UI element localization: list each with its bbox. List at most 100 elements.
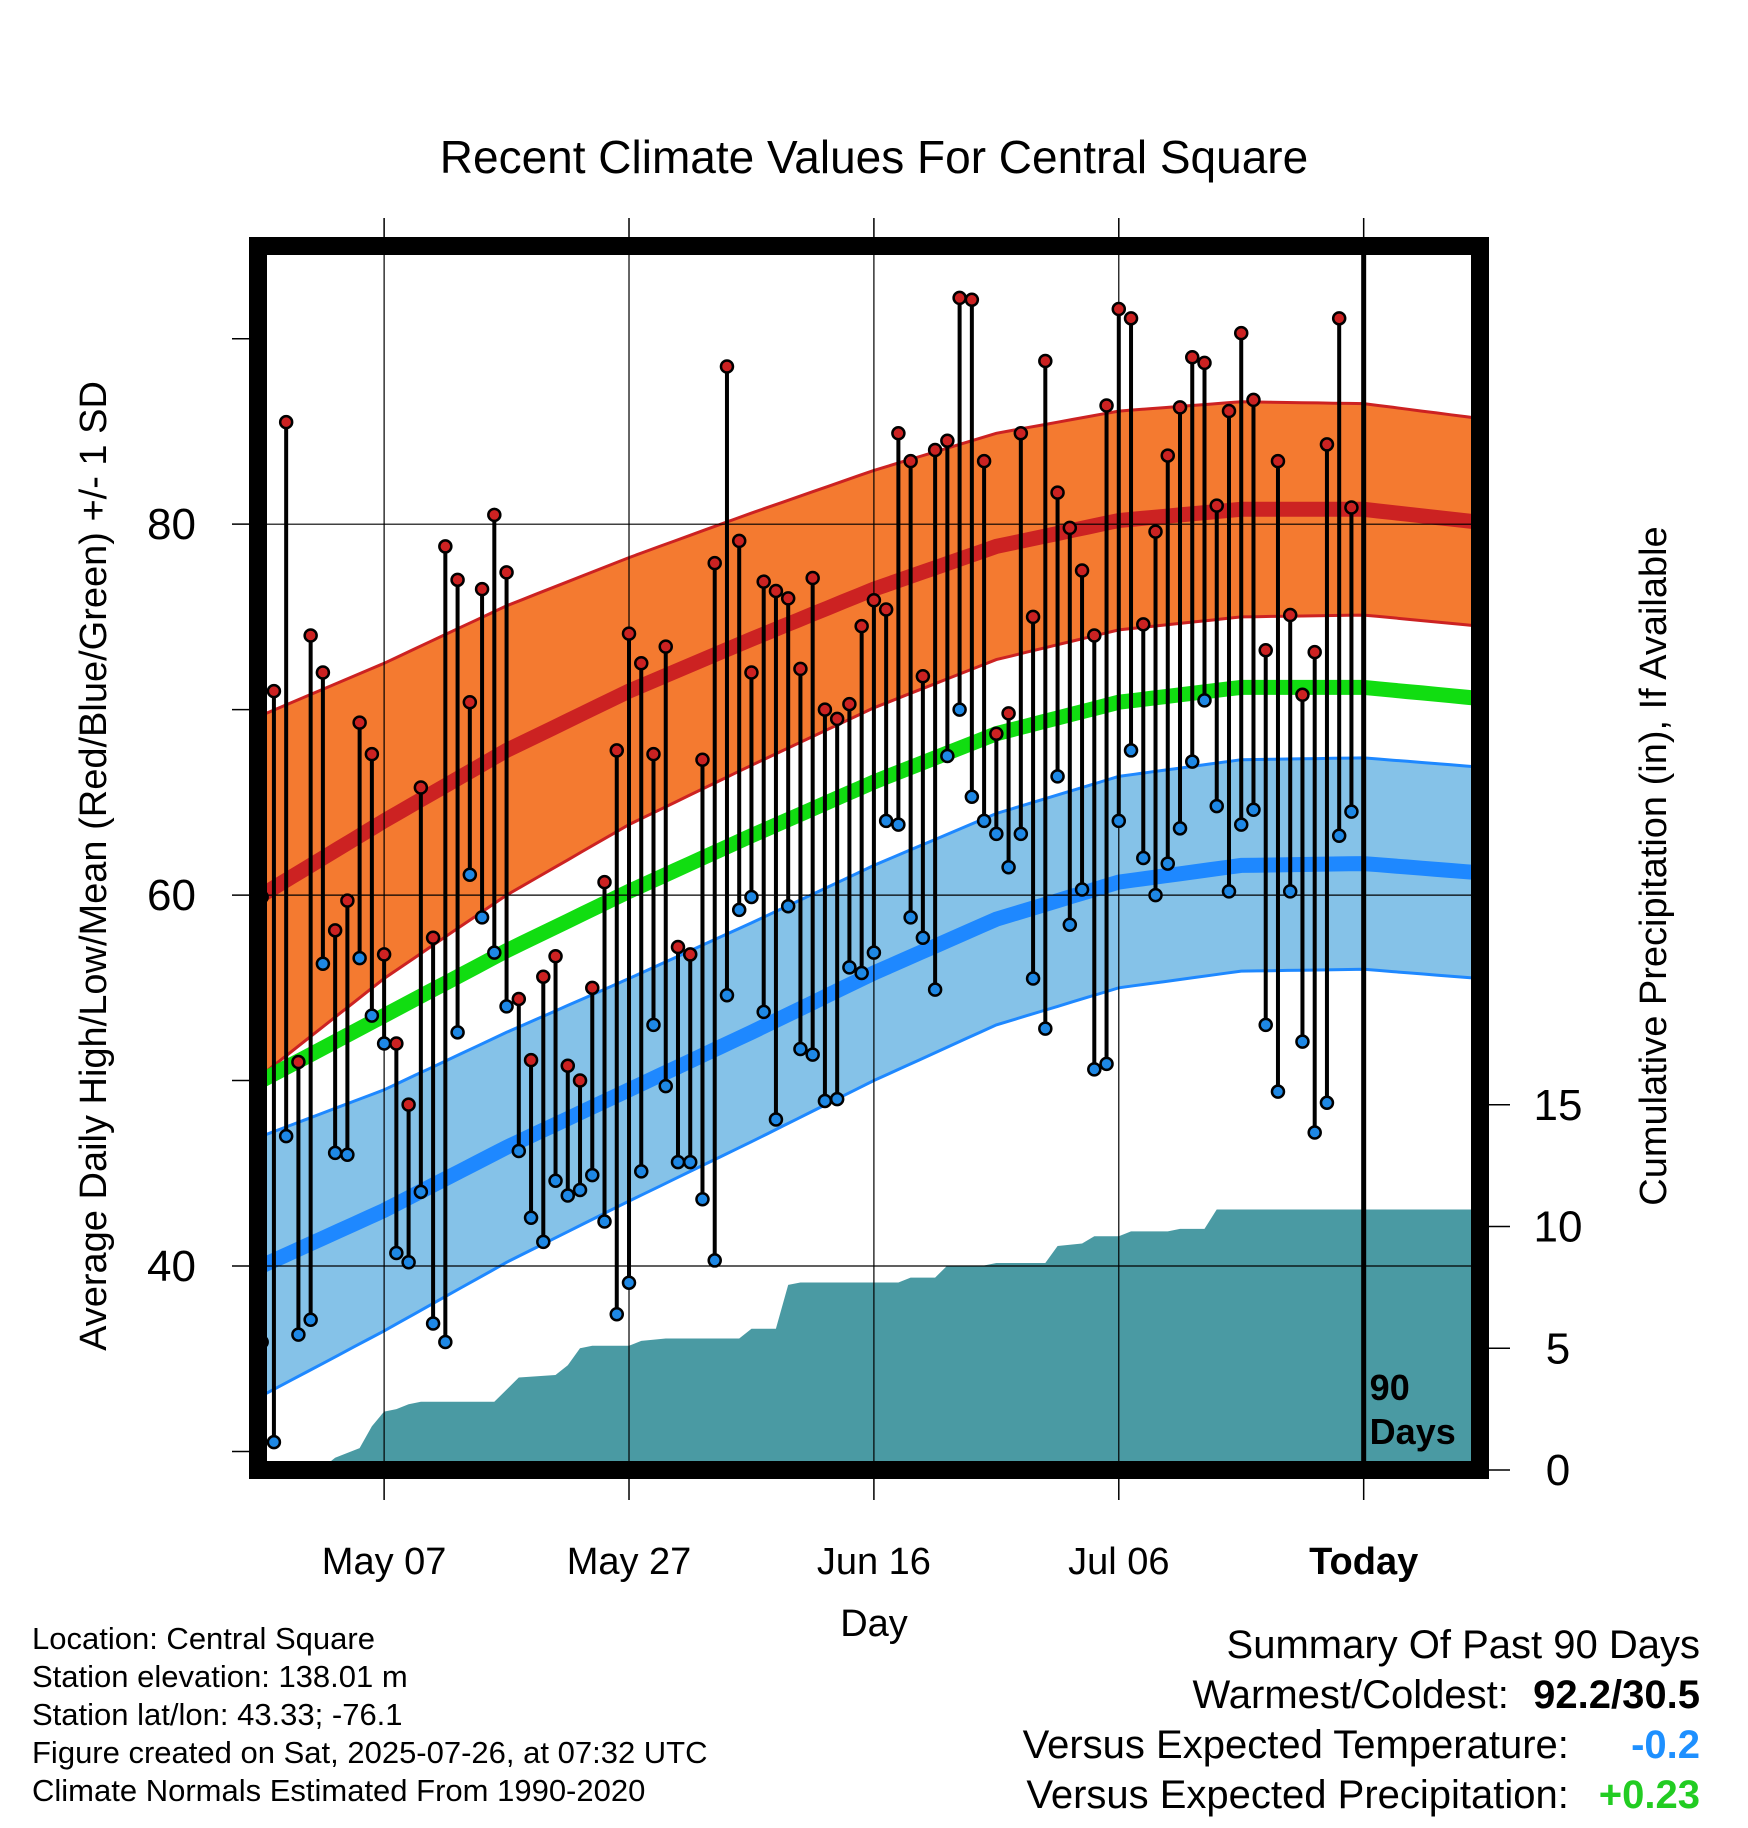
daily-high-point (646, 746, 661, 762)
daily-low-point (976, 813, 992, 829)
daily-high-point (621, 626, 637, 641)
daily-high-point (817, 702, 833, 717)
daily-high-point (1111, 301, 1127, 317)
y-tick-label: 60 (147, 871, 196, 920)
daily-high-point (340, 893, 355, 908)
daily-low-point (927, 982, 943, 997)
daily-high-point (976, 453, 992, 469)
daily-high-point (1062, 520, 1078, 536)
daily-low-point (327, 1145, 343, 1161)
y-tick-label: 80 (147, 500, 196, 549)
daily-high-point (352, 715, 367, 730)
daily-high-point (462, 694, 478, 710)
daily-high-point (695, 752, 710, 767)
daily-low-point (989, 826, 1004, 842)
daily-low-point (1136, 850, 1151, 866)
daily-high-point (474, 581, 490, 597)
daily-low-point (560, 1188, 576, 1203)
y2-tick-label: 15 (1534, 1081, 1583, 1130)
daily-low-point (499, 999, 514, 1014)
daily-high-point (438, 539, 453, 554)
daily-high-point (327, 923, 343, 938)
daily-low-point (817, 1093, 833, 1109)
daily-high-point (450, 572, 465, 588)
daily-low-point (1148, 887, 1163, 903)
daily-high-point (1246, 392, 1261, 408)
daily-high-point (903, 453, 918, 469)
daily-high-point (487, 507, 502, 523)
daily-low-point (536, 1234, 551, 1250)
daily-low-point (474, 910, 490, 925)
daily-low-point (1209, 798, 1224, 814)
daily-high-point (401, 1097, 416, 1112)
daily-high-point (597, 874, 612, 890)
y2-tick-label: 10 (1534, 1203, 1583, 1252)
daily-low-point (903, 910, 918, 925)
daily-low-point (438, 1334, 453, 1350)
daily-low-point (487, 945, 502, 960)
daily-low-point (303, 1312, 318, 1328)
daily-high-point (756, 574, 771, 589)
daily-high-point (964, 292, 980, 308)
daily-high-point (1233, 325, 1249, 341)
daily-high-point (658, 639, 673, 654)
x-tick-label: Today (1309, 1541, 1418, 1583)
daily-high-point (511, 991, 527, 1007)
daily-low-point (291, 1327, 306, 1342)
high-sd-band (261, 401, 1480, 1075)
daily-high-point (499, 565, 514, 580)
daily-low-point (1111, 813, 1127, 829)
daily-low-point (805, 1047, 820, 1062)
daily-low-point (878, 813, 894, 829)
today-days-label: 90 (1370, 1367, 1410, 1408)
daily-high-point (952, 290, 967, 306)
latlon-text: Station lat/lon: 43.33; -76.1 (32, 1697, 403, 1732)
daily-low-point (719, 987, 735, 1003)
daily-low-point (731, 902, 747, 918)
daily-high-point (389, 1036, 404, 1051)
daily-high-point (891, 426, 906, 441)
daily-low-point (1123, 743, 1139, 758)
daily-high-point (1001, 706, 1016, 721)
daily-high-point (805, 570, 820, 586)
summary-precip-row: Versus Expected Precipitation: +0.23 (1023, 1770, 1700, 1820)
daily-low-point (1319, 1095, 1335, 1111)
daily-low-point (389, 1245, 404, 1261)
daily-high-point (1136, 617, 1151, 632)
daily-high-point (1307, 644, 1322, 660)
daily-high-point (1123, 311, 1139, 326)
daily-low-point (780, 898, 796, 914)
daily-high-point (523, 1052, 539, 1068)
daily-low-point (744, 889, 759, 905)
daily-high-point (1221, 403, 1237, 419)
daily-high-point (364, 746, 380, 762)
x-tick-label: Jun 16 (817, 1541, 931, 1583)
daily-low-point (1282, 884, 1298, 899)
normals-text: Climate Normals Estimated From 1990-2020 (32, 1773, 646, 1808)
daily-high-point (744, 665, 759, 680)
daily-low-point (793, 1041, 808, 1057)
y2-tick-label: 0 (1546, 1446, 1570, 1495)
daily-high-point (1172, 400, 1188, 415)
summary-warm-cold-row: Warmest/Coldest: 92.2/30.5 (1023, 1670, 1701, 1720)
daily-low-point (523, 1210, 539, 1226)
daily-low-point (1099, 1056, 1114, 1072)
daily-low-point (1025, 971, 1041, 986)
precip-deviation-value: +0.23 (1598, 1773, 1700, 1817)
x-tick-label: Jul 06 (1068, 1541, 1169, 1583)
daily-low-point (829, 1091, 845, 1107)
daily-high-point (780, 591, 796, 606)
summary-temp-row: Versus Expected Temperature: -0.2 (1023, 1720, 1700, 1770)
daily-high-point (1270, 453, 1286, 469)
daily-low-point (866, 945, 882, 960)
daily-high-point (572, 1073, 588, 1088)
daily-low-point (278, 1128, 294, 1144)
daily-low-point (1185, 754, 1200, 769)
daily-high-point (707, 555, 722, 571)
daily-high-point (768, 583, 784, 599)
summary-title: Summary Of Past 90 Days (1226, 1623, 1700, 1667)
daily-low-point (340, 1147, 355, 1162)
daily-high-point (376, 947, 392, 962)
daily-high-point (1099, 398, 1114, 413)
